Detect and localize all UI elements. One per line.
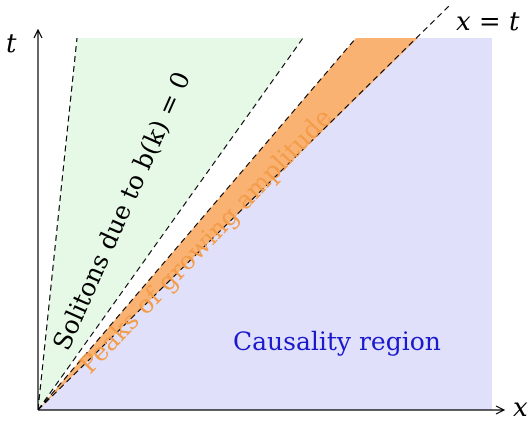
causality-region (38, 38, 492, 410)
x-axis-label: x (513, 393, 528, 423)
dashed-boundary-soliton-left (37, 37, 78, 411)
dashed-boundary-soliton-right (37, 37, 304, 411)
t-axis-label: t (6, 29, 17, 59)
diagonal-line-label: x = t (456, 7, 520, 37)
causality-region-label: Causality region (233, 327, 441, 356)
dashed-line-x-equals-t (37, 3, 452, 411)
dashed-boundary-peaks-left (37, 37, 357, 411)
